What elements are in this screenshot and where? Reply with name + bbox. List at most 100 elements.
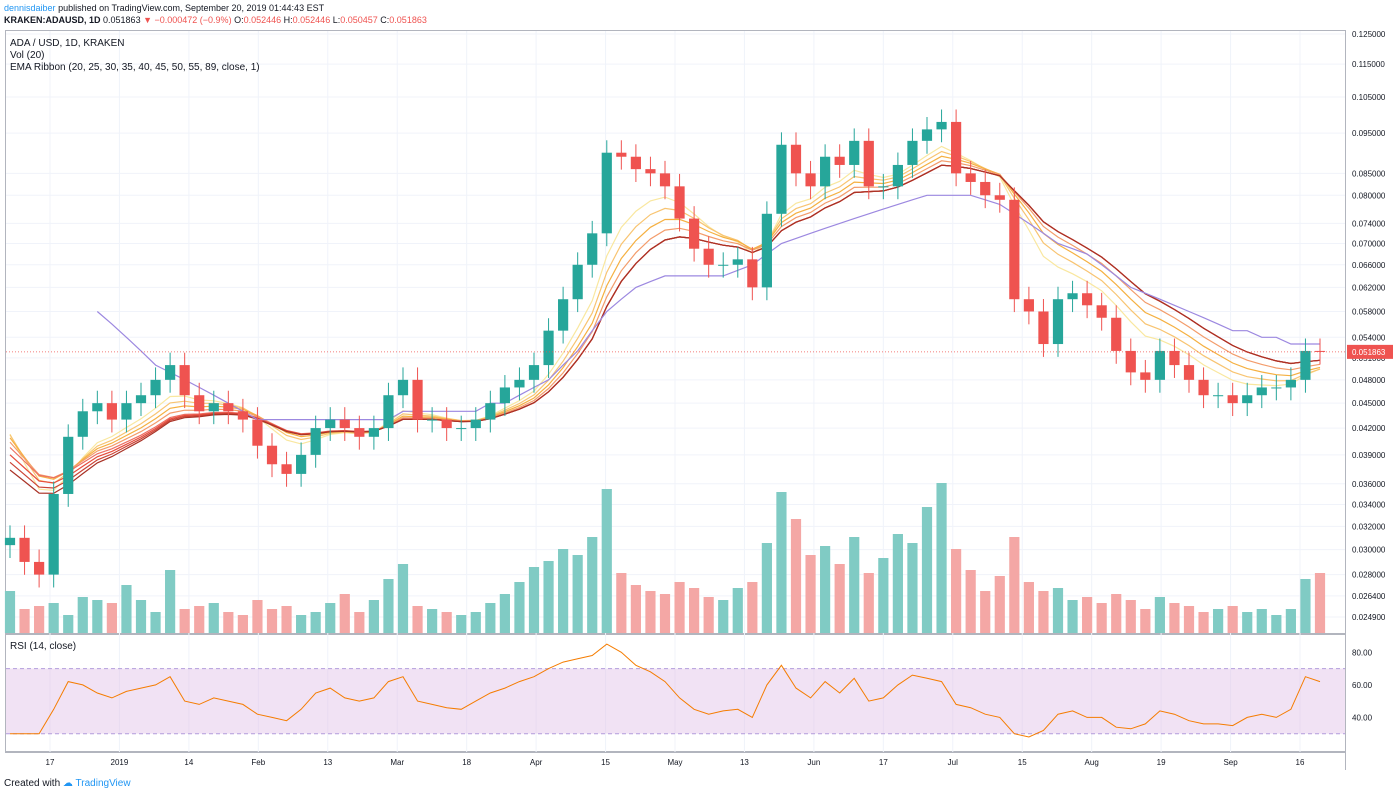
volume-bar [1082,597,1093,633]
candle-body [965,173,976,182]
y-tick-label: 0.105000 [1352,93,1386,102]
volume-bar [354,612,365,633]
volume-bar [412,606,423,633]
candle-body [1183,365,1195,380]
candle-body [805,173,816,187]
y-tick-label: 0.042000 [1352,424,1386,433]
x-tick-label: 13 [323,758,332,767]
volume-bar [630,585,641,633]
x-tick-label: Mar [390,758,404,767]
volume-bar [849,537,860,633]
candle-body [616,152,627,157]
candle-body [790,144,802,174]
candle-body [339,419,350,429]
candle-body [703,248,714,265]
volume-bar [761,543,772,633]
candle-body [528,365,540,380]
candle-body [485,403,496,420]
candle-body [383,395,394,429]
candle-body [296,454,307,474]
volume-bar [1213,609,1224,633]
ema-ribbon-line [9,164,1321,494]
last-price-label: 0.051863 [1352,348,1386,357]
volume-bar [1111,594,1122,633]
volume-bar [281,606,292,633]
x-tick-label: May [667,758,682,767]
x-tick-label: 15 [1018,758,1027,767]
x-tick-label: 16 [1296,758,1305,767]
created-with-label: Created with [4,778,61,789]
candle-body [1067,293,1078,300]
volume-bar [106,603,117,633]
tradingview-brand[interactable]: TradingView [75,778,131,789]
close-value: 0.051863 [389,15,427,25]
ema-ribbon-line [9,150,1321,484]
candle-body [252,419,263,446]
candle-body [1082,293,1093,306]
volume-bar [441,612,452,633]
volume-bar [892,534,903,633]
y-tick-label: 0.026400 [1352,592,1386,601]
volume-bar [1242,612,1253,633]
tradingview-logo-icon[interactable]: ☁ [62,778,73,789]
x-tick-label: 15 [601,758,610,767]
rsi-line [10,643,1321,738]
x-tick-label: 19 [1157,758,1166,767]
candle-body [441,419,452,429]
volume-bar [237,615,248,633]
volume-bar [921,507,933,633]
candle-body [936,121,947,130]
candle-body [921,129,933,141]
y-tick-label: 0.030000 [1352,546,1386,555]
rsi-tick-label: 60.00 [1352,681,1373,690]
y-tick-label: 0.024900 [1352,613,1386,622]
candle-body [1111,317,1122,351]
volume-bar [1198,612,1209,633]
candle-body [1052,299,1064,345]
x-tick-label: Feb [251,758,265,767]
candle-body [121,403,132,420]
candle-body [601,152,612,234]
volume-bar [805,555,816,633]
candle-body [863,140,874,187]
volume-bar [252,600,263,633]
y-tick-label: 0.028000 [1352,571,1386,580]
volume-bar [645,591,656,633]
pair-legend: ADA / USD, 1D, KRAKEN [10,38,125,49]
candle-body [1285,379,1296,388]
candle-body [747,259,758,288]
volume-bar [1009,537,1020,633]
last-price-badge [1347,344,1393,359]
candle-body [1096,305,1107,318]
volume-bar [121,585,132,633]
volume-bar [514,582,525,633]
candle-body [849,140,860,165]
volume-bar [587,537,598,633]
y-tick-label: 0.095000 [1352,129,1386,138]
volume-bar [528,567,540,633]
y-tick-label: 0.054000 [1352,333,1386,342]
candle-body [354,428,365,437]
candle-body [514,379,525,388]
volume-bar [325,603,336,633]
volume-bar [1154,597,1165,633]
volume-bar [718,600,729,633]
volume-bar [834,564,845,633]
candle-body [397,379,409,396]
high-value: 0.052446 [292,15,331,25]
volume-bar [397,564,409,633]
volume-bar [499,594,510,633]
candle-body [1009,199,1020,300]
volume-bar [1140,609,1151,633]
candle-body [194,395,205,412]
x-tick-label: 13 [740,758,749,767]
author-link[interactable]: dennisdaiber [4,3,56,13]
volume-bar [223,612,234,633]
high-label: H: [283,15,293,25]
volume-bar [208,603,219,633]
volume-bar [1314,573,1326,633]
candle-body [1242,395,1253,404]
volume-bar [1300,579,1311,633]
ema-ribbon-line [9,164,1321,479]
